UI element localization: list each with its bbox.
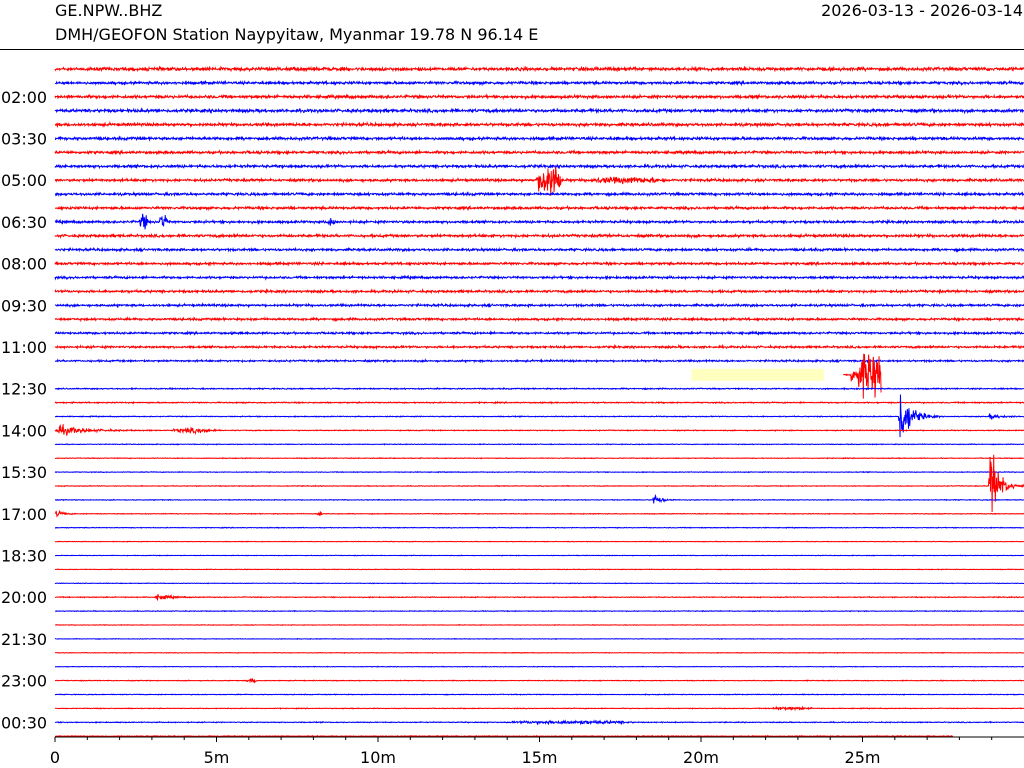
trace-line-38 [55,594,1024,601]
trace-line-9 [54,190,1024,198]
trace-line-34 [54,540,1024,543]
trace-line-27 [54,443,1024,446]
x-tick-label: 10m [360,748,396,767]
trace-line-18 [54,316,1024,323]
row-time-label: 09:30 [1,296,47,315]
trace-line-42 [54,651,1024,655]
trace-line-41 [54,637,1024,641]
row-time-label: 20:00 [1,588,47,607]
trace-line-20 [54,343,1024,351]
highlight-layer [691,368,824,381]
trace-line-29 [54,470,1024,474]
trace-line-45 [54,693,1024,696]
trace-line-28 [54,456,1024,460]
trace-line-16 [54,288,1024,295]
trace-line-2 [54,93,1024,101]
trace-line-13 [54,246,1024,253]
trace-line-23 [54,386,1024,391]
trace-line-12 [54,232,1024,240]
trace-line-39 [54,609,1024,613]
x-tick-label: 25m [845,748,881,767]
trace-line-10 [54,204,1024,212]
x-axis: 0 5m 10m 15m 20m 25m [50,736,1024,767]
header-rule [0,49,1024,50]
trace-line-17 [54,302,1024,309]
row-time-label: 11:00 [1,338,47,357]
station-code: GE.NPW..BHZ [55,1,163,20]
plot-header: GE.NPW..BHZ DMH/GEOFON Station Naypyitaw… [0,0,1024,50]
row-time-label: 06:30 [1,213,47,232]
trace-line-43 [54,665,1024,668]
row-time-label: 03:30 [1,130,47,149]
trace-line-4 [54,120,1024,129]
trace-line-14 [54,260,1024,267]
station-subtitle: DMH/GEOFON Station Naypyitaw, Myanmar 19… [55,25,539,44]
date-range: 2026-03-13 - 2026-03-14 [821,1,1023,20]
row-time-label: 08:00 [1,255,47,274]
x-tick-label: 5m [204,748,230,767]
trace-line-15 [54,274,1024,281]
trace-line-19 [54,329,1024,337]
highlight-band-0 [691,368,824,381]
trace-line-22 [843,353,882,399]
trace-line-11 [54,213,1024,230]
trace-line-3 [54,107,1024,115]
trace-line-36 [54,568,1024,571]
trace-line-0 [54,65,1024,73]
x-tick-label: 15m [522,748,558,767]
row-time-label: 14:00 [1,421,47,440]
row-time-label: 02:00 [1,88,47,107]
trace-line-6 [54,148,1024,156]
trace-line-37 [54,582,1024,585]
trace-line-1 [54,79,1024,87]
row-time-label: 21:30 [1,630,47,649]
trace-line-5 [54,135,1024,142]
trace-line-24 [54,400,1024,405]
trace-line-35 [54,554,1024,557]
row-time-label: 18:30 [1,547,47,566]
row-time-label: 17:00 [1,505,47,524]
trace-line-32 [54,509,1024,518]
row-time-label: 23:00 [1,672,47,691]
trace-line-33 [54,526,1024,530]
x-tick-label: 0 [50,748,60,767]
trace-line-44 [55,677,1024,684]
trace-line-46 [54,705,1024,712]
trace-line-30 [54,454,1024,513]
trace-line-31 [54,493,1024,504]
row-time-label: 12:30 [1,380,47,399]
trace-line-7 [54,162,1024,170]
row-label-layer: 02:00 03:30 05:00 06:30 08:00 09:30 11:00 12:30… [1,88,47,732]
trace-line-8 [54,166,1024,196]
trace-line-48 [54,734,954,738]
row-time-label: 05:00 [1,171,47,190]
row-time-label: 15:30 [1,463,47,482]
trace-layer [54,65,1024,738]
trace-line-26 [54,424,1024,437]
trace-line-25 [54,394,1024,438]
row-time-label: 00:30 [1,713,47,732]
trace-line-47 [54,719,1024,726]
x-tick-label: 20m [683,748,719,767]
trace-line-40 [54,623,1024,627]
